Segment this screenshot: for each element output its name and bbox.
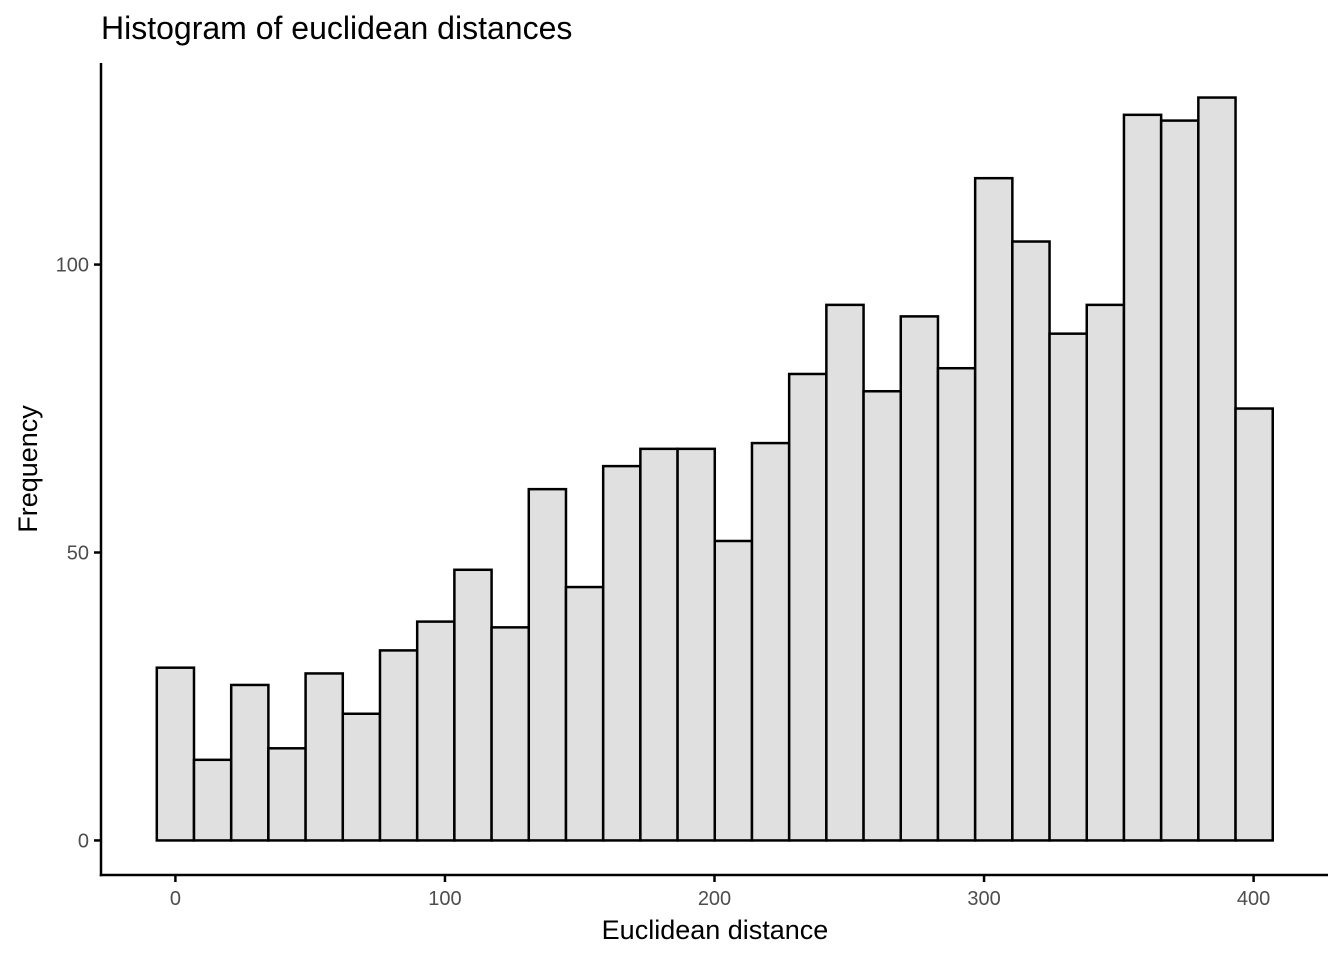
x-axis-ticks: 0 100 200 300 400 bbox=[170, 875, 1270, 910]
y-axis-ticks: 0 50 100 bbox=[56, 255, 101, 852]
histogram-bar bbox=[713, 539, 754, 842]
histogram-bar bbox=[192, 758, 233, 842]
histogram-bar bbox=[973, 176, 1014, 842]
histogram-bar bbox=[639, 447, 679, 842]
y-tick-label: 0 bbox=[78, 830, 89, 852]
x-tick-label: 200 bbox=[698, 888, 731, 910]
histogram-bar bbox=[825, 303, 865, 842]
histogram-bar bbox=[676, 447, 717, 842]
histogram-bar bbox=[1122, 113, 1163, 842]
histogram-bar bbox=[415, 620, 456, 842]
histogram-bar bbox=[1197, 96, 1237, 842]
x-tick-label: 0 bbox=[170, 888, 181, 910]
histogram-bar bbox=[304, 672, 345, 842]
histogram-bar bbox=[453, 568, 493, 842]
x-tick-label: 300 bbox=[967, 888, 1000, 910]
y-tick-label: 50 bbox=[67, 543, 89, 565]
y-axis-label: Frequency bbox=[13, 405, 43, 533]
histogram-bar bbox=[378, 649, 419, 842]
x-tick-label: 400 bbox=[1237, 888, 1270, 910]
histogram-bar bbox=[936, 366, 977, 842]
bars-group bbox=[155, 96, 1274, 842]
y-tick-label: 100 bbox=[56, 255, 89, 277]
histogram-bar bbox=[527, 487, 568, 842]
histogram-bar bbox=[899, 315, 940, 842]
histogram-bar bbox=[601, 464, 642, 842]
histogram-bar bbox=[750, 441, 791, 842]
histogram-bar bbox=[341, 712, 382, 842]
histogram-bar bbox=[490, 626, 531, 842]
histogram-bar bbox=[1234, 407, 1274, 842]
histogram-bar bbox=[229, 683, 270, 842]
histogram-bar bbox=[862, 390, 903, 842]
histogram-bar bbox=[1085, 303, 1126, 842]
x-tick-label: 100 bbox=[428, 888, 461, 910]
histogram-bar bbox=[155, 666, 196, 842]
x-axis-label: Euclidean distance bbox=[602, 915, 829, 945]
histogram-bar bbox=[564, 585, 605, 842]
histogram-bar bbox=[1048, 332, 1089, 842]
chart-title: Histogram of euclidean distances bbox=[101, 10, 572, 46]
histogram-bar bbox=[267, 747, 307, 842]
histogram-bar bbox=[1011, 240, 1051, 842]
histogram-bar bbox=[1159, 119, 1200, 842]
histogram-bar bbox=[787, 372, 828, 842]
